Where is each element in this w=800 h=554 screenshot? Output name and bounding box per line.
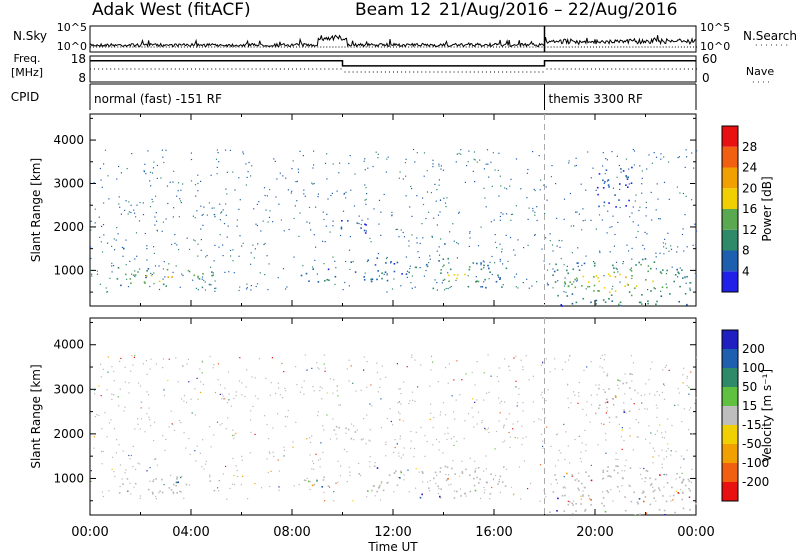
velocity-colorbar-tick: 15 [742, 399, 757, 413]
frequency-panel: Freq.[MHz] 18 8 60 0 Nave· · · · [11, 52, 774, 87]
velocity-colorbar-cell [722, 368, 738, 387]
freq-unit-label: [MHz] [11, 66, 43, 79]
velocity-ytick-label: 3000 [53, 382, 84, 396]
power-ytick-label: 2000 [53, 220, 84, 234]
radar-title: Adak West (fitACF) [92, 0, 251, 20]
noise-search-label: N.Search [743, 29, 797, 43]
noise-frame [89, 25, 697, 53]
noise-tick-left: 10^5 [57, 21, 87, 34]
nave-line [90, 68, 697, 73]
power-colorbar-cell [722, 209, 738, 230]
power-ytick-label: 1000 [53, 263, 84, 277]
velocity-colorbar-tick: 200 [742, 342, 765, 356]
power-panel: 1000 2000 3000 4000 Slant Range [km] 4 8 12 16 20… [29, 113, 774, 307]
power-colorbar-tick: 12 [742, 223, 757, 237]
nave-label: Nave [746, 65, 774, 78]
freq-frame [89, 55, 697, 83]
power-colorbar-cell [722, 126, 738, 147]
cpid-label: CPID [11, 90, 39, 104]
power-colorbar-cell [722, 167, 738, 189]
power-colorbar-frame [721, 125, 739, 293]
cpid-segment: themis 3300 RF [549, 92, 643, 106]
x-tick-label: 20:00 [576, 525, 613, 540]
velocity-panel: 1000 2000 3000 4000 Slant Range [km] -200 -100… [29, 317, 774, 554]
x-axis-label: Time UT [367, 540, 418, 554]
velocity-colorbar-cell [722, 349, 738, 368]
velocity-colorbar-cell [722, 406, 738, 425]
power-colorbar-tick: 28 [742, 140, 757, 154]
beam-label: Beam 12 [355, 0, 432, 20]
nave-dots: · · · · [752, 78, 770, 87]
velocity-colorbar-tick: 50 [742, 380, 757, 394]
noise-panel: N.Sky N.Search· · · · · · · 10^5 10^0 10^5 10… [13, 21, 797, 53]
power-colorbar-tick: 8 [742, 244, 750, 258]
x-tick-label: 00:00 [677, 525, 714, 540]
power-frame [89, 113, 697, 307]
power-colorbar-tick: 24 [742, 161, 757, 175]
velocity-ylabel: Slant Range [km] [29, 364, 43, 468]
power-colorbar-cell [722, 229, 738, 251]
freq-tick: 8 [78, 71, 86, 85]
x-tick-label: 04:00 [172, 525, 209, 540]
velocity-colorbar-tick: -15 [742, 418, 762, 432]
velocity-colorbar-cell [722, 444, 738, 463]
noise-search-dots: · · · · · · · [755, 41, 788, 50]
velocity-colorbar-cell [722, 425, 738, 444]
nave-tick: 60 [702, 52, 717, 66]
velocity-colorbar-cell [722, 387, 738, 406]
velocity-colorbar-frame [721, 329, 739, 502]
velocity-colorbar-label: Velocity [m s⁻¹] [760, 369, 774, 462]
velocity-data [90, 354, 698, 517]
noise-tick-left: 10^0 [57, 40, 87, 53]
x-tick-label: 00:00 [71, 525, 108, 540]
power-ytick-label: 4000 [53, 133, 84, 147]
noise-tick-right: 10^5 [700, 21, 730, 34]
velocity-frame [89, 317, 697, 516]
power-colorbar-cell [722, 250, 738, 272]
noise-sky-line [89, 34, 697, 49]
velocity-colorbar-tick: 100 [742, 361, 765, 375]
power-colorbar-cell [722, 271, 738, 292]
nave-tick: 0 [702, 71, 710, 85]
power-colorbar-tick: 4 [742, 264, 750, 278]
velocity-ytick-label: 1000 [53, 471, 84, 485]
x-tick-label: 12:00 [374, 525, 411, 540]
velocity-ytick-label: 2000 [53, 427, 84, 441]
cpid-panel: CPID normal (fast) -151 RF themis 3300 RF [11, 83, 697, 110]
x-tick-label: 08:00 [273, 525, 310, 540]
power-colorbar-label: Power [dB] [760, 176, 774, 241]
velocity-colorbar-tick: -200 [742, 475, 769, 489]
velocity-ytick-label: 4000 [53, 338, 84, 352]
freq-line [90, 59, 696, 67]
freq-tick: 18 [71, 52, 86, 66]
power-ylabel: Slant Range [km] [29, 158, 43, 262]
date-range: 21/Aug/2016 – 22/Aug/2016 [439, 0, 678, 20]
noise-sky-label: N.Sky [13, 29, 47, 43]
power-ytick-label: 3000 [53, 177, 84, 191]
velocity-colorbar-tick: -50 [742, 437, 762, 451]
velocity-colorbar-tick: -100 [742, 456, 769, 470]
x-tick-label: 16:00 [475, 525, 512, 540]
cpid-segment: normal (fast) -151 RF [94, 92, 222, 106]
power-colorbar-cell [722, 146, 738, 168]
freq-label: Freq. [13, 52, 40, 65]
power-colorbar-tick: 20 [742, 181, 757, 195]
noise-tick-right: 10^0 [700, 40, 730, 53]
velocity-colorbar-cell [722, 463, 738, 482]
power-colorbar-cell [722, 188, 738, 209]
power-data [90, 148, 698, 307]
velocity-colorbar-cell [722, 482, 738, 501]
velocity-colorbar-cell [722, 330, 738, 349]
power-colorbar-tick: 16 [742, 202, 757, 216]
